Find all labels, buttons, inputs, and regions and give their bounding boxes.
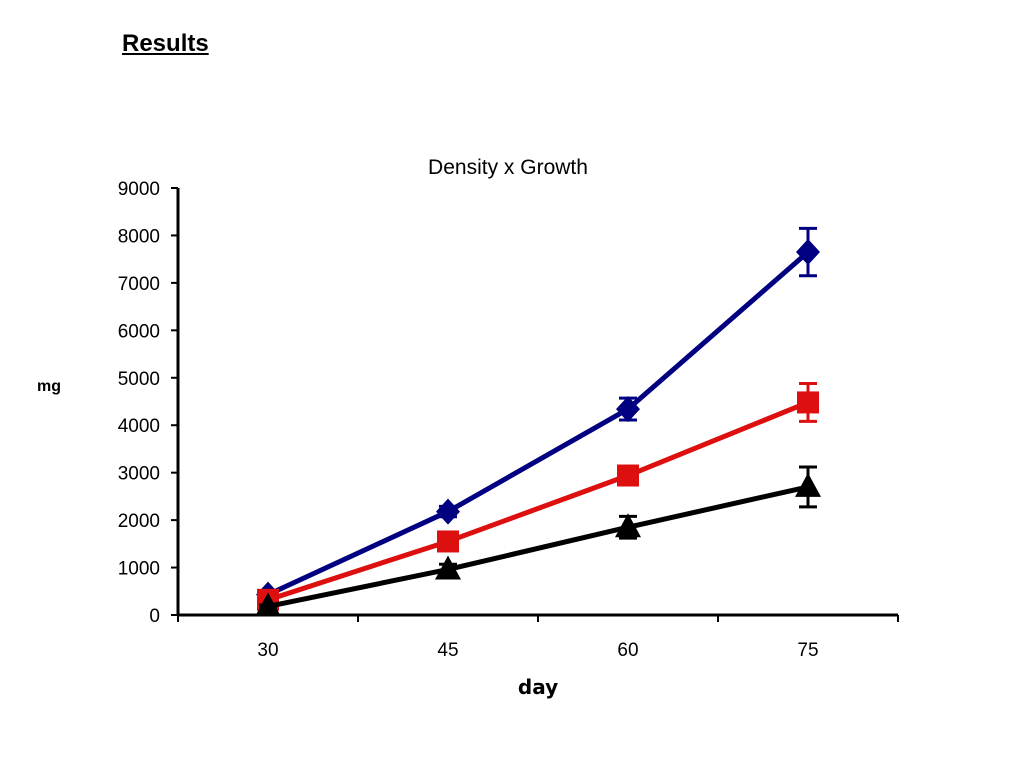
x-axis: 30 45 60 75 bbox=[177, 613, 899, 661]
data-point bbox=[796, 239, 820, 266]
plot-area bbox=[255, 226, 821, 617]
data-point bbox=[437, 530, 459, 553]
x-tick-label: 30 bbox=[257, 640, 278, 661]
series-line bbox=[267, 400, 809, 603]
y-tick-label: 8000 bbox=[118, 226, 160, 247]
slide-title: Results bbox=[122, 30, 209, 57]
y-tick-label: 1000 bbox=[118, 559, 160, 580]
series-3 bbox=[255, 465, 821, 617]
series-line bbox=[267, 484, 809, 609]
data-point bbox=[436, 498, 460, 525]
series-line bbox=[266, 250, 810, 597]
y-axis: 0 1000 2000 3000 4000 5000 6000 7000 8000 9000 bbox=[118, 179, 180, 627]
data-point bbox=[435, 555, 461, 580]
data-point bbox=[617, 464, 639, 487]
y-tick-label: 4000 bbox=[118, 416, 160, 437]
y-axis-label: mg bbox=[37, 378, 61, 395]
y-tick-label: 6000 bbox=[118, 321, 160, 342]
x-tick-label: 60 bbox=[617, 640, 638, 661]
y-tick-label: 5000 bbox=[118, 369, 160, 390]
x-tick-label: 75 bbox=[797, 640, 818, 661]
series-2 bbox=[257, 381, 819, 611]
x-axis-label: day bbox=[518, 675, 558, 699]
data-point bbox=[616, 396, 640, 423]
y-tick-label: 3000 bbox=[118, 464, 160, 485]
data-point bbox=[255, 592, 281, 617]
y-tick-label: 0 bbox=[149, 606, 160, 627]
data-point bbox=[795, 472, 821, 497]
y-tick-label: 7000 bbox=[118, 274, 160, 295]
y-tick-label: 9000 bbox=[118, 179, 160, 200]
data-point bbox=[797, 391, 819, 414]
data-point bbox=[615, 513, 641, 538]
x-tick-label: 45 bbox=[437, 640, 458, 661]
y-tick-label: 2000 bbox=[118, 511, 160, 532]
chart-title: Density x Growth bbox=[428, 156, 588, 179]
